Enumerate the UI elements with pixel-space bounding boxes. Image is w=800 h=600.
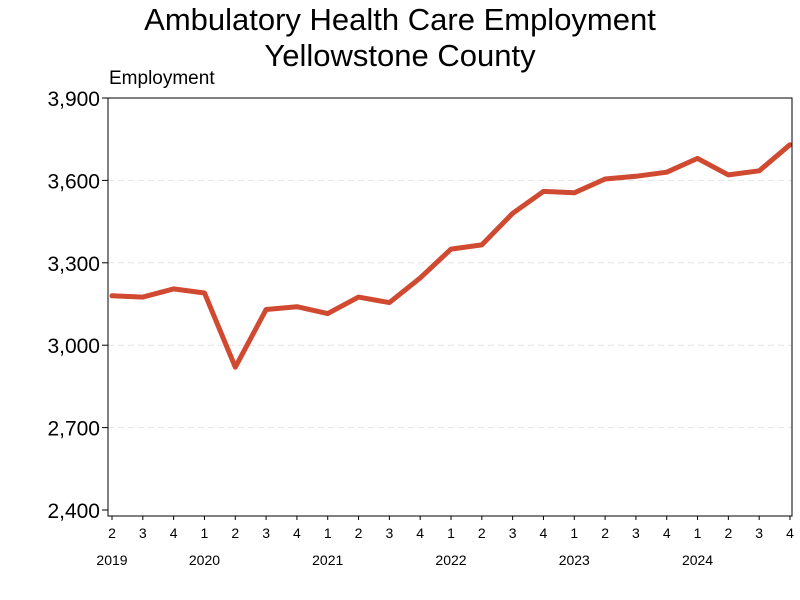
x-tick-label: 2 xyxy=(355,525,363,541)
data-point xyxy=(140,295,145,300)
y-axis-ticks: 2,400 2,700 3,000 3,300 3,600 3,900 xyxy=(47,88,108,523)
data-point xyxy=(788,142,792,147)
data-point xyxy=(202,291,207,296)
data-point xyxy=(541,189,546,194)
x-year-label: 2020 xyxy=(189,552,220,568)
data-point xyxy=(356,295,361,300)
x-tick-label: 4 xyxy=(416,525,424,541)
data-point xyxy=(572,190,577,195)
x-tick-label: 3 xyxy=(385,525,393,541)
x-tick-label: 1 xyxy=(324,525,332,541)
x-tick-label: 1 xyxy=(570,525,578,541)
x-tick-label: 4 xyxy=(540,525,548,541)
data-point xyxy=(449,247,453,252)
data-point xyxy=(479,242,484,247)
data-point xyxy=(633,174,638,179)
x-tick-label: 3 xyxy=(139,525,147,541)
data-point xyxy=(664,170,669,175)
x-tick-label: 2 xyxy=(724,525,732,541)
data-point xyxy=(757,168,762,173)
x-tick-label: 2 xyxy=(231,525,239,541)
y-tick-label: 3,300 xyxy=(47,253,100,276)
x-tick-label: 1 xyxy=(201,525,209,541)
data-point xyxy=(387,300,392,305)
x-year-label: 2019 xyxy=(96,552,127,568)
x-tick-label: 1 xyxy=(447,525,455,541)
x-tick-label: 4 xyxy=(786,525,794,541)
data-point xyxy=(603,177,608,182)
x-tick-label: 3 xyxy=(632,525,640,541)
y-axis-label: Employment xyxy=(109,68,215,89)
x-tick-label: 4 xyxy=(170,525,178,541)
y-tick-label: 3,000 xyxy=(47,335,100,358)
data-point xyxy=(294,304,299,309)
data-point xyxy=(233,365,238,370)
chart-title-line-1: Ambulatory Health Care Employment xyxy=(144,2,656,37)
x-year-label: 2021 xyxy=(312,552,343,568)
data-point xyxy=(171,286,176,291)
data-point xyxy=(726,172,731,177)
data-point xyxy=(325,311,330,316)
data-point xyxy=(418,275,423,280)
y-tick-label: 2,700 xyxy=(47,418,100,441)
data-point xyxy=(264,307,269,312)
grid-lines xyxy=(108,179,792,429)
x-tick-label: 4 xyxy=(663,525,671,541)
x-tick-label: 2 xyxy=(601,525,609,541)
x-tick-label: 2 xyxy=(108,525,116,541)
y-tick-label: 3,900 xyxy=(47,88,100,111)
x-year-label: 2024 xyxy=(682,552,713,568)
x-tick-label: 3 xyxy=(509,525,517,541)
series-group xyxy=(109,142,793,370)
x-year-label: 2022 xyxy=(435,552,466,568)
x-tick-label: 1 xyxy=(694,525,702,541)
data-point xyxy=(110,293,114,298)
x-tick-label: 2 xyxy=(478,525,486,541)
x-tick-label: 3 xyxy=(755,525,763,541)
x-axis-ticks: 2 3 4 1 2 3 4 1 2 3 4 1 2 3 4 1 2 3 4 1 2 3 4 2019 2020 2021 2022 2… xyxy=(96,516,794,568)
y-tick-label: 3,600 xyxy=(47,170,100,193)
x-tick-label: 3 xyxy=(262,525,270,541)
data-point xyxy=(695,156,700,161)
y-tick-label: 2,400 xyxy=(47,500,100,523)
series-line xyxy=(109,142,793,370)
chart-title-line-2: Yellowstone County xyxy=(264,38,536,73)
x-tick-label: 4 xyxy=(293,525,301,541)
chart-title: Ambulatory Health Care Employment Yellow… xyxy=(0,2,800,74)
plot-frame xyxy=(107,97,793,517)
data-point xyxy=(510,211,515,216)
x-year-label: 2023 xyxy=(559,552,590,568)
